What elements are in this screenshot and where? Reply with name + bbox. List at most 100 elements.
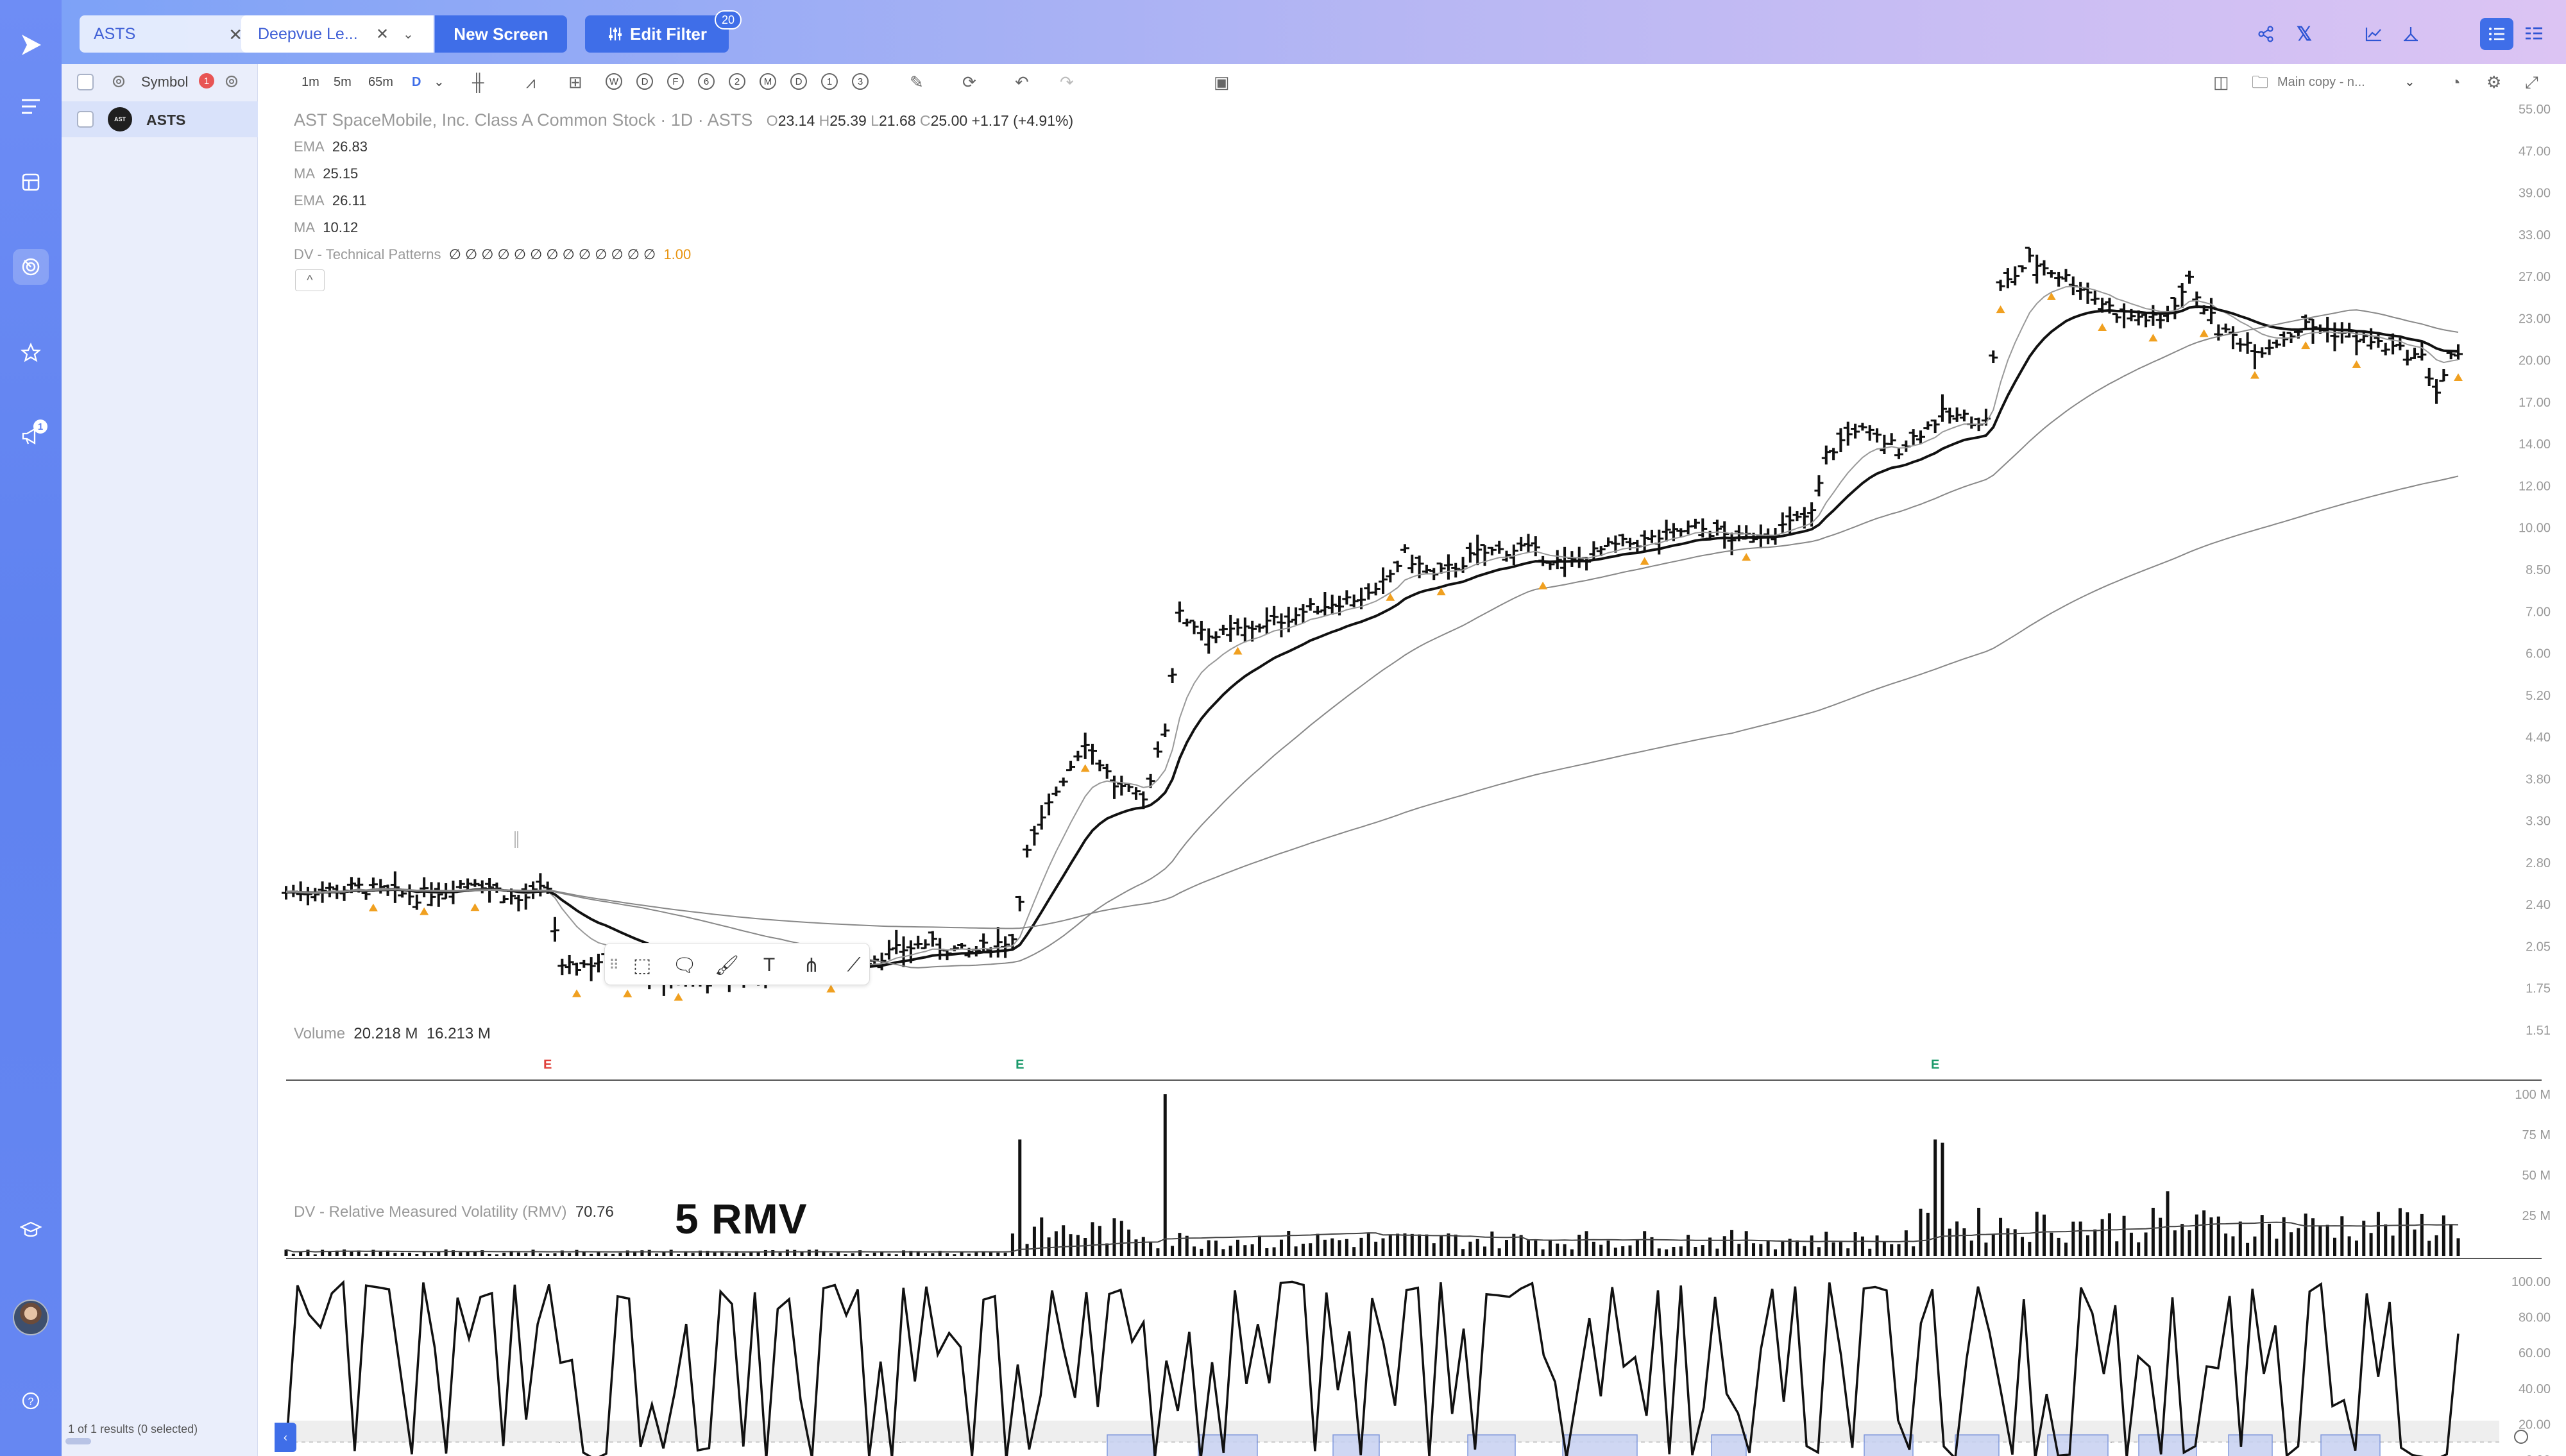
chevron-down-icon[interactable]: ⌄ xyxy=(2404,75,2415,89)
indicators-icon[interactable]: ⩘ xyxy=(526,72,536,92)
screen-tab[interactable]: Deepvue Le... ✕ ⌄ xyxy=(241,15,434,53)
period-d2[interactable]: D xyxy=(790,73,807,90)
collapse-legend-button[interactable]: ^ xyxy=(295,269,325,291)
star-icon[interactable] xyxy=(13,335,49,371)
period-3[interactable]: 3 xyxy=(852,73,869,90)
refresh-icon[interactable]: ⟳ xyxy=(962,72,976,92)
price-tick-label: 8.50 xyxy=(2526,563,2551,577)
folder-icon[interactable]: 🗀 xyxy=(2252,72,2269,92)
gear-icon[interactable] xyxy=(110,73,127,94)
user-avatar[interactable] xyxy=(13,1299,49,1335)
sidebar-splitter[interactable] xyxy=(514,831,518,848)
period-w[interactable]: W xyxy=(606,73,622,90)
horizontal-scrollbar[interactable] xyxy=(65,1438,91,1444)
interval-1m[interactable]: 1m xyxy=(302,75,319,89)
volume-avg-value: 16.213 M xyxy=(426,1025,491,1042)
table-icon[interactable] xyxy=(13,164,49,200)
callout-icon[interactable]: 🗨 xyxy=(672,954,697,976)
patterns-row: DV - Technical Patterns ∅ ∅ ∅ ∅ ∅ ∅ ∅ ∅ … xyxy=(294,241,691,268)
chevron-down-icon[interactable]: ⌄ xyxy=(403,27,414,42)
interval-d[interactable]: D xyxy=(412,75,421,89)
radar-icon[interactable] xyxy=(13,249,49,285)
fullscreen-icon[interactable]: ⤢ xyxy=(2525,72,2538,92)
chart-area[interactable]: 1m 5m 65m D ⌄ ╫ ⩘ ⊞ W D F 6 2 M D 1 3 ✎ … xyxy=(258,64,2566,1456)
list-view-icon[interactable] xyxy=(2480,18,2513,50)
menu-lines-icon[interactable] xyxy=(13,89,49,124)
list-item[interactable]: AST ASTS xyxy=(62,101,258,137)
grid-view-icon[interactable] xyxy=(2517,18,2551,50)
interval-65m[interactable]: 65m xyxy=(368,75,393,89)
rmv-low-box xyxy=(1711,1434,1747,1456)
period-1[interactable]: 1 xyxy=(821,73,838,90)
redo-icon[interactable]: ↷ xyxy=(1060,72,1074,92)
symbol-tab[interactable]: ASTS ✕ xyxy=(80,15,253,53)
period-m[interactable]: M xyxy=(760,73,776,90)
pitchfork-icon[interactable]: ⋔ xyxy=(803,954,820,976)
ema-21-line xyxy=(285,305,2459,972)
panel-toggle-handle[interactable]: ‹ xyxy=(275,1423,296,1452)
indicator-value: 26.11 xyxy=(332,192,367,208)
price-tick-label: 6.00 xyxy=(2526,647,2551,661)
low-value: 21.68 xyxy=(879,112,916,129)
row-checkbox[interactable] xyxy=(77,111,94,128)
close-icon[interactable]: ✕ xyxy=(376,25,389,43)
trend-line-icon[interactable]: ⟋ xyxy=(847,954,861,976)
period-2[interactable]: 2 xyxy=(729,73,745,90)
select-all-checkbox[interactable] xyxy=(77,74,94,90)
x-twitter-icon[interactable]: 𝕏 xyxy=(2296,23,2313,45)
price-tick-label: 2.05 xyxy=(2526,940,2551,954)
bar-style-icon[interactable]: ╫ xyxy=(472,72,484,92)
megaphone-icon[interactable]: 1 xyxy=(13,418,49,454)
gear-icon[interactable]: ⚙ xyxy=(2486,72,2502,92)
company-logo: AST xyxy=(108,107,132,131)
brush-icon[interactable]: 🖌 xyxy=(714,954,740,976)
company-name: AST SpaceMobile, Inc. Class A Common Sto… xyxy=(294,110,753,130)
edit-filter-button[interactable]: Edit Filter xyxy=(585,15,729,53)
pattern-triangle xyxy=(1386,593,1395,601)
new-screen-button[interactable]: New Screen xyxy=(435,15,567,53)
fork-chart-icon[interactable] xyxy=(2394,18,2427,50)
filter-count-badge: 20 xyxy=(715,10,742,30)
earnings-marker: E xyxy=(1931,1058,1939,1072)
period-f[interactable]: F xyxy=(667,73,684,90)
play-logo-icon[interactable] xyxy=(13,27,49,63)
rmv-annotation: 5 RMV xyxy=(675,1195,808,1242)
templates-icon[interactable]: ⊞ xyxy=(568,72,582,92)
pattern-triangle xyxy=(1640,557,1649,565)
volume-tick-label: 75 M xyxy=(2522,1128,2551,1142)
text-icon[interactable]: T xyxy=(763,954,776,976)
clock-search-icon[interactable]: ◔ xyxy=(2451,72,2461,92)
pattern-triangle xyxy=(1436,588,1446,596)
calendar-icon[interactable]: ▣ xyxy=(1214,72,1230,92)
rectangle-icon[interactable]: ⬚ xyxy=(633,954,652,976)
pattern-triangle xyxy=(470,903,480,911)
volume-average-line xyxy=(285,1221,2459,1253)
price-chart[interactable]: 55.0047.0039.0033.0027.0023.0020.0017.00… xyxy=(258,64,2566,1456)
indicator-name: MA xyxy=(294,219,315,235)
pencil-icon[interactable]: ✎ xyxy=(910,72,924,92)
interval-5m[interactable]: 5m xyxy=(334,75,352,89)
drag-handle-icon[interactable]: ⠿ xyxy=(608,957,620,973)
rmv-legend: DV - Relative Measured Volatility (RMV) … xyxy=(294,1203,614,1221)
pattern-triangle xyxy=(2301,341,2311,350)
symbol-column-header[interactable]: Symbol xyxy=(141,74,189,90)
help-icon[interactable]: ? xyxy=(13,1383,49,1419)
settings-gear-icon[interactable] xyxy=(223,73,240,94)
line-chart-icon[interactable] xyxy=(2357,18,2390,50)
ema-10-line xyxy=(285,285,2459,979)
period-d[interactable]: D xyxy=(636,73,653,90)
price-tick-label: 14.00 xyxy=(2519,437,2551,452)
close-icon[interactable]: ✕ xyxy=(228,25,242,44)
chevron-down-icon[interactable]: ⌄ xyxy=(434,75,445,89)
graduation-cap-icon[interactable] xyxy=(13,1212,49,1248)
top-bar: ASTS ✕ Deepvue Le... ✕ ⌄ New Screen Edit… xyxy=(62,0,2566,64)
share-icon[interactable] xyxy=(2249,18,2282,50)
rmv-tick-label: 0.00 xyxy=(2526,1453,2551,1456)
period-6[interactable]: 6 xyxy=(698,73,715,90)
undo-icon[interactable]: ↶ xyxy=(1015,72,1029,92)
layout-name[interactable]: Main copy - n... xyxy=(2277,75,2365,89)
open-label: O xyxy=(766,112,778,129)
indicator-value: 10.12 xyxy=(323,219,359,235)
layout-icon[interactable]: ◫ xyxy=(2213,72,2229,92)
